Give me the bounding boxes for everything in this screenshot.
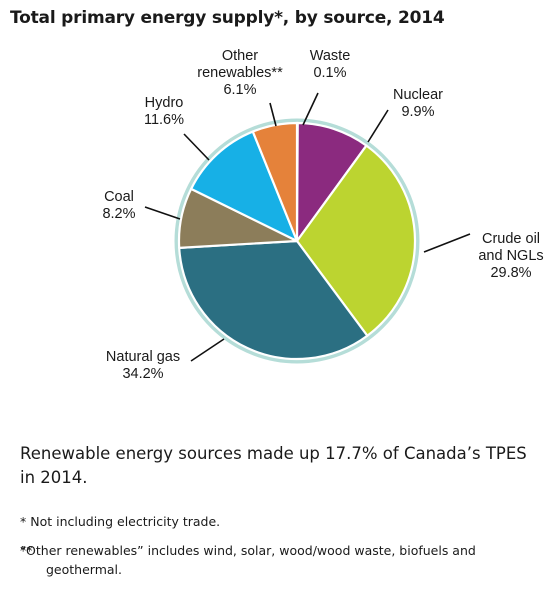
slice-label-crude-oil-and-ngls: Crude oil and NGLs 29.8% [478,231,543,281]
slice-label-other-renewables: Other renewables** 6.1% [197,48,283,98]
slice-label-nuclear: Nuclear 9.9% [393,87,443,120]
slice-name-label: Natural gas [106,349,180,365]
slice-name-label: Coal [104,189,134,205]
leader-line-natural-gas [190,338,225,362]
slice-label-coal: Coal 8.2% [102,189,135,222]
pie-chart: Waste 0.1% Nuclear 9.9% Crude oil and NGLs 29.… [102,48,543,382]
leader-line-hydro [183,133,210,161]
pie-slice-other-renewables [251,121,299,243]
slice-name-label: Waste [310,48,351,64]
pie-outline-ring [174,118,420,364]
slice-value-label: 34.2% [122,366,163,382]
slice-name-label: Crude oil [482,231,540,247]
slice-value-label: 6.1% [223,82,256,98]
leader-line-nuclear [367,109,389,143]
leader-line-coal [144,206,181,220]
leader-line-waste [302,92,319,126]
pie-slice-nuclear [295,121,368,243]
slice-value-label: 0.1% [313,65,346,81]
slice-value-label: 11.6% [144,112,184,128]
slice-name-label: renewables** [197,65,283,81]
slice-name-label: and NGLs [478,248,543,264]
slice-label-hydro: Hydro 11.6% [144,95,184,128]
summary-text: Renewable energy sources made up 17.7% o… [20,444,527,487]
slice-name-label: Other [222,48,258,64]
slice-value-label: 8.2% [102,206,135,222]
footnote-marker: ** [20,543,33,558]
footnote-other-renewables: ** “Other renewables” includes wind, sol… [20,541,545,579]
leader-line-crude-oil-and-ngls [423,233,471,253]
slice-name-label: Nuclear [393,87,443,103]
slice-name-label: Hydro [145,95,184,111]
slice-value-label: 29.8% [490,265,531,281]
pie-slice-natural-gas [178,239,369,361]
footnote-other-renewables-text: “Other renewables” includes wind, solar,… [20,543,476,577]
pie-slice-crude-oil-and-ngls [295,144,417,337]
footnote-electricity-trade: * Not including electricity trade. [20,514,221,529]
chart-title: Total primary energy supply*, by source,… [10,8,445,28]
pie-slice-hydro [190,130,299,243]
slice-label-natural-gas: Natural gas 34.2% [106,349,180,382]
slice-value-label: 9.9% [401,104,434,120]
slice-label-waste: Waste 0.1% [310,48,351,81]
leader-line-other-renewables [269,102,277,127]
